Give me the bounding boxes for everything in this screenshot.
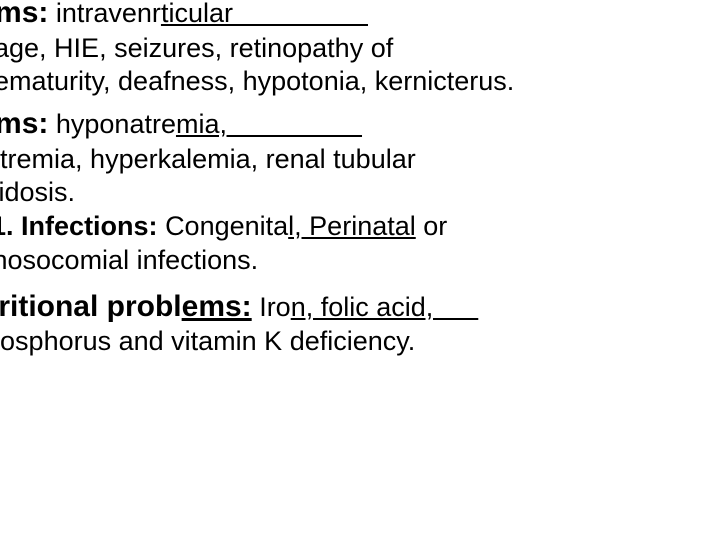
body-line: prematurity, deafness, hypotonia, kernic… bbox=[0, 65, 720, 99]
section-label-part2: ems: bbox=[182, 290, 252, 323]
underlined-text: n, folic acid, bbox=[291, 292, 479, 322]
section-label: lems: bbox=[0, 0, 48, 29]
body-line: natremia, hyperkalemia, renal tubular bbox=[0, 143, 720, 177]
document-body: lems: intravenrticular rhage, HIE, seizu… bbox=[0, 0, 720, 359]
lead-text: intravenr bbox=[48, 0, 161, 28]
lead-text: Congenita bbox=[165, 211, 288, 241]
numbered-label: 11. Infections: bbox=[0, 211, 165, 241]
section-infections-heading: 11. Infections: Congenital, Perinatal or bbox=[0, 210, 720, 244]
lead-text: Iro bbox=[252, 292, 291, 322]
underlined-text: l, Perinatal bbox=[288, 211, 416, 241]
section-neuro-heading: lems: intravenrticular bbox=[0, 0, 720, 32]
section-label-part1: utritional probl bbox=[0, 290, 182, 323]
underlined-text: mia, bbox=[176, 109, 362, 139]
body-line: phosphorus and vitamin K deficiency. bbox=[0, 325, 720, 359]
body-line: rhage, HIE, seizures, retinopathy of bbox=[0, 32, 720, 66]
lead-text: hyponatre bbox=[48, 109, 176, 139]
section-nutritional-heading: utritional problems: Iron, folic acid, bbox=[0, 288, 720, 326]
body-line: acidosis. bbox=[0, 176, 720, 210]
body-line: nosocomial infections. bbox=[0, 244, 720, 278]
tail-text: or bbox=[416, 211, 448, 241]
section-electrolyte-heading: lems: hyponatremia, bbox=[0, 105, 720, 143]
underlined-text: ticular bbox=[161, 0, 368, 28]
section-label: lems: bbox=[0, 107, 48, 140]
